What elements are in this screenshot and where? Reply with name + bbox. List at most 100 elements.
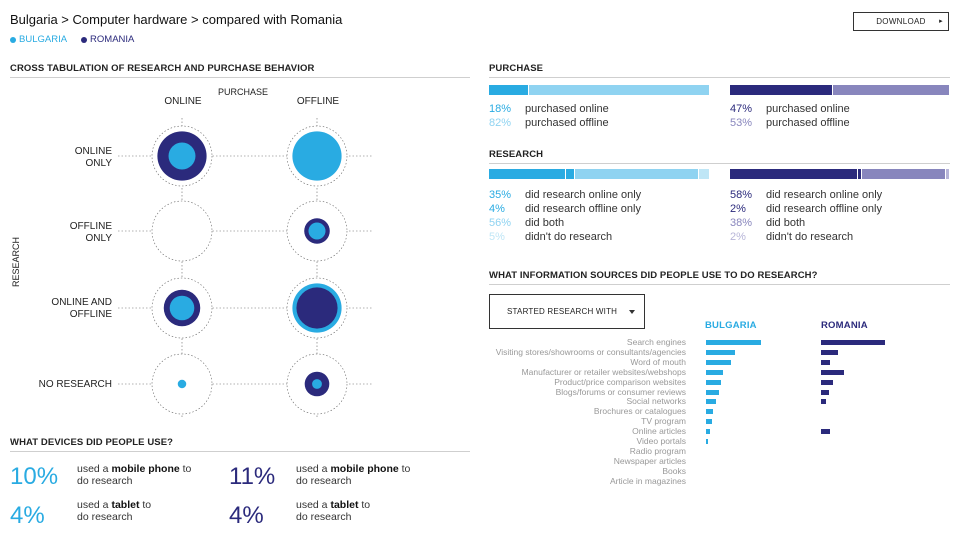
bubble-bulgaria [312,379,322,389]
divider [489,284,950,285]
bubble-bulgaria [169,295,195,321]
source-label: Blogs/forums or consumer reviews [555,386,686,397]
stat-text: purchased online [766,103,850,115]
bar-segment [857,169,861,179]
stat-text: purchased offline [525,117,609,129]
device-text: to [179,463,192,475]
stat-row: 18% purchased online [489,102,609,116]
source-label: Manufacturer or retailer websites/websho… [521,366,686,377]
stat-pct: 82% [489,117,512,129]
stat-row: 2% did research offline only [730,202,882,216]
source-row: Search engines [430,337,950,347]
stat-text: did research offline only [766,203,882,215]
source-row: Radio program [430,446,950,456]
row-label-line: NO RESEARCH [38,379,112,390]
stat-row: 58% did research online only [730,188,882,202]
source-bar-bulgaria [706,379,721,385]
stat-text: did research online only [525,189,642,201]
stat-pct: 18% [489,103,512,115]
source-bar-bulgaria [706,429,710,435]
row-label-line: OFFLINE [69,309,112,320]
source-bar-bulgaria [706,349,735,355]
source-label: Visiting stores/showrooms or consultants… [495,346,686,357]
device-bg-tablet-pct: 4% [10,502,45,529]
source-row: Online articles [430,426,950,436]
sources-column-bulgaria: BULGARIA [705,320,757,331]
row-label-line: ONLINE [74,146,112,157]
device-bg-mobile-pct: 10% [10,463,59,490]
stat-pct: 35% [489,189,512,201]
source-row: Product/price comparison websites [430,377,950,387]
bar-segment [489,85,528,95]
source-label: TV program [641,416,686,427]
source-bar-romania [821,399,826,405]
legend-item-romania: ROMANIA [81,34,134,45]
source-label: Radio program [629,445,686,456]
source-bar-romania [821,359,830,365]
device-text: to [139,499,152,511]
stat-pct: 2% [730,231,746,243]
row-label-line: OFFLINE [69,221,112,232]
stat-row: 38% did both [730,216,882,230]
stat-row: 5% didn't do research [489,230,641,244]
source-bar-romania [821,349,838,355]
device-text: do research [296,475,352,487]
row-label-line: ONLINE AND [51,297,112,308]
bubble-bulgaria [168,142,196,170]
stat-pct: 4% [489,203,505,215]
device-name: tablet [330,499,359,511]
source-row: Visiting stores/showrooms or consultants… [430,347,950,357]
source-row: Manufacturer or retailer websites/websho… [430,367,950,377]
research-stats-bulgaria: 35% did research online only 4% did resear… [489,188,641,244]
legend: BULGARIA ROMANIA [10,34,142,45]
started-research-dropdown[interactable]: STARTED RESEARCH WITH [489,294,645,329]
sources-column-romania: ROMANIA [821,320,868,331]
source-label: Video portals [636,436,686,446]
purchase-axis-label: PURCHASE [217,87,268,97]
bar-segment [833,85,949,95]
research-stats-romania: 58% did research online only 2% did resear… [730,188,882,244]
romania-dot-icon [81,36,88,43]
crosstab-title: CROSS TABULATION OF RESEARCH AND PURCHAS… [10,63,315,74]
chevron-down-icon [629,310,635,314]
stat-pct: 58% [730,189,753,201]
bar-segment [730,169,857,179]
device-ro-tablet-text: used a tablet to do research [296,499,370,523]
bubble-outline [151,200,213,262]
device-name: mobile phone [111,463,180,475]
divider [10,77,470,78]
source-bar-bulgaria [706,399,716,405]
source-row: TV program [430,416,950,426]
bubble-bulgaria [177,379,187,389]
purchase-bar-bulgaria [489,85,710,95]
source-row: Blogs/forums or consumer reviews [430,387,950,397]
research-bar-romania [730,169,950,179]
stat-row: 4% did research offline only [489,202,641,216]
device-text: used a [296,499,331,511]
stat-row: 56% did both [489,216,641,230]
row-label-offline-only: OFFLINE ONLY [30,221,112,245]
row-label-online-and-offline: ONLINE AND OFFLINE [30,297,112,321]
device-text: to [398,463,411,475]
source-label: Social networks [626,396,686,407]
device-ro-mobile-pct: 11% [229,463,276,490]
device-ro-mobile-text: used a mobile phone to do research [296,463,410,487]
bar-segment [730,85,833,95]
source-bar-bulgaria [706,409,713,415]
bubble-bulgaria [308,222,326,240]
page-title: Bulgaria > Computer hardware > compared … [10,12,343,27]
row-label-line: ONLY [85,158,113,169]
device-name: mobile phone [330,463,399,475]
stat-pct: 53% [730,117,753,129]
research-bar-bulgaria [489,169,710,179]
stat-text: purchased online [525,103,609,115]
source-label: Word of mouth [630,356,686,367]
source-bar-bulgaria [706,439,708,444]
column-label-online: ONLINE [164,96,202,107]
stat-text: didn't do research [525,231,613,243]
device-name: tablet [111,499,140,511]
download-button[interactable]: DOWNLOAD ▸ [853,12,949,31]
device-text: do research [77,511,133,523]
source-label: Search engines [626,337,686,347]
stat-row: 2% didn't do research [730,230,882,244]
